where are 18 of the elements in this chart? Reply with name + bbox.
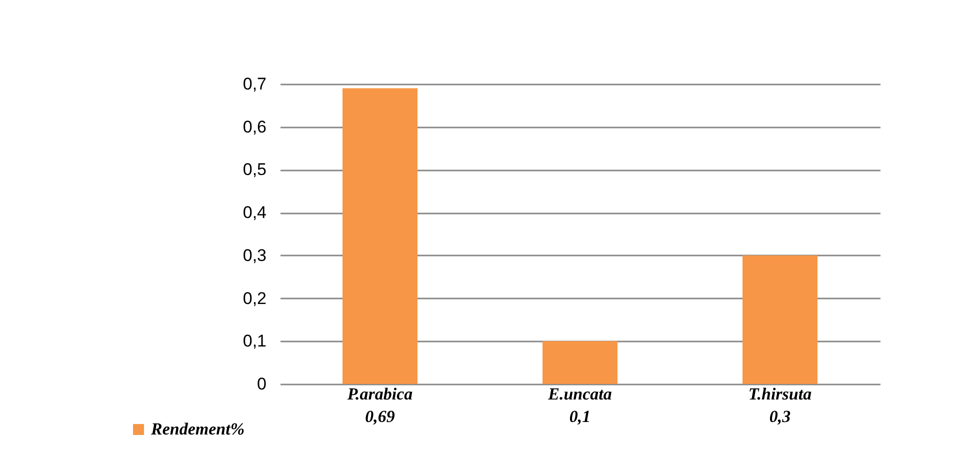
data-label: 0,3 bbox=[769, 407, 792, 426]
bar bbox=[542, 341, 618, 384]
data-label: 0,69 bbox=[365, 407, 396, 426]
y-tick-label: 0,5 bbox=[242, 160, 266, 180]
y-tick-label: 0,7 bbox=[242, 74, 266, 94]
y-tick-label: 0,3 bbox=[242, 246, 266, 265]
legend-label: Rendement% bbox=[150, 420, 244, 438]
bar bbox=[342, 88, 418, 384]
y-tick-label: 0,6 bbox=[242, 117, 266, 136]
data-label: 0,1 bbox=[569, 407, 591, 426]
bar bbox=[742, 255, 818, 384]
x-tick-label: P.arabica bbox=[346, 384, 414, 404]
y-tick-label: 0,2 bbox=[242, 288, 266, 308]
x-tick-label: E.uncata bbox=[547, 384, 612, 404]
y-tick-label: 0 bbox=[257, 374, 266, 394]
y-tick-label: 0,1 bbox=[242, 332, 266, 351]
y-tick-label: 0,4 bbox=[242, 203, 266, 222]
x-tick-label: T.hirsuta bbox=[748, 384, 812, 404]
